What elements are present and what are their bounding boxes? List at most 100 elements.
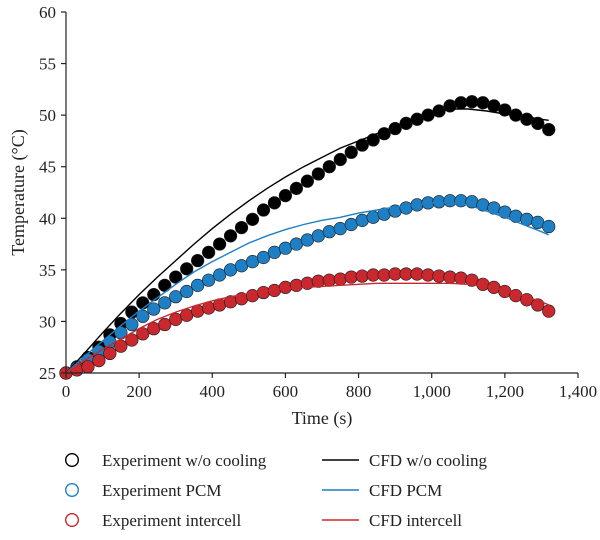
data-point [443, 270, 457, 284]
data-point [256, 203, 271, 217]
legend-label: CFD PCM [369, 481, 442, 500]
y-tick-label: 35 [39, 261, 56, 280]
data-point [421, 268, 435, 282]
y-axis-title: Temperature (°C) [8, 129, 29, 255]
data-point [322, 225, 336, 239]
data-point [311, 274, 325, 288]
data-point [213, 237, 227, 251]
legend-label: CFD w/o cooling [369, 451, 488, 470]
series-line-cfd-intercell [65, 282, 549, 374]
data-point [355, 269, 369, 283]
legend-item-experiment-pcm: Experiment PCM [64, 481, 221, 500]
x-tick-label: 600 [273, 382, 299, 401]
data-point [223, 229, 238, 243]
data-point [454, 96, 468, 110]
x-tick-label: 1,000 [413, 382, 451, 401]
legend-label: CFD intercell [369, 511, 462, 530]
data-point [191, 278, 205, 292]
data-point [81, 360, 95, 374]
data-point [245, 289, 260, 303]
data-point [278, 280, 293, 294]
y-tick-label: 50 [39, 106, 56, 125]
legend-item-experiment-intercell: Experiment intercell [64, 511, 242, 530]
legend: Experiment w/o cooling CFD w/o cooling Exp… [64, 451, 488, 530]
data-point [147, 302, 161, 316]
data-point [245, 212, 260, 226]
data-point [191, 253, 205, 268]
data-point [103, 346, 117, 361]
legend-marker-icon [64, 453, 79, 468]
series-line-cfd-pcm [65, 202, 549, 374]
data-point [136, 309, 150, 323]
data-point [158, 296, 172, 310]
x-tick-label: 1,400 [559, 382, 597, 401]
data-point [311, 167, 325, 181]
data-point [542, 122, 556, 137]
data-point [278, 188, 293, 203]
data-point [465, 95, 479, 109]
data-point [366, 210, 380, 224]
y-tick-label: 60 [39, 3, 56, 22]
data-point [213, 268, 227, 282]
legend-label: Experiment w/o cooling [102, 451, 267, 470]
legend-label: Experiment intercell [102, 511, 242, 530]
data-point [454, 271, 468, 285]
legend-item-cfd-intercell: CFD intercell [322, 511, 462, 530]
data-point [476, 96, 490, 110]
x-tick-label: 1,200 [486, 382, 524, 401]
data-point [92, 354, 106, 368]
y-tick-label: 55 [39, 55, 56, 74]
data-point [180, 284, 194, 299]
x-tick-label: 400 [200, 382, 226, 401]
series-line-cfd-w-o-cooling [65, 108, 549, 374]
data-point [300, 174, 314, 188]
data-point [125, 317, 139, 332]
y-tick-label: 45 [39, 158, 56, 177]
legend-item-cfd-w-o-cooling: CFD w/o cooling [322, 451, 488, 470]
data-point [289, 181, 304, 195]
data-point [531, 116, 545, 130]
data-point [267, 196, 282, 210]
data-point [542, 219, 556, 234]
legend-marker-icon [64, 483, 79, 498]
data-point [256, 250, 271, 265]
data-point [202, 245, 216, 259]
data-point [147, 288, 161, 302]
data-point [333, 152, 347, 167]
legend-label: Experiment PCM [102, 481, 221, 500]
data-point [432, 195, 446, 209]
x-tick-label: 200 [126, 382, 152, 401]
data-point [234, 220, 249, 235]
data-point [158, 317, 172, 332]
data-point [344, 145, 358, 159]
data-point [322, 160, 336, 174]
data-point [289, 278, 304, 292]
y-tick-label: 25 [39, 364, 56, 383]
data-point [322, 273, 336, 287]
data-point [180, 262, 194, 276]
x-tick-label: 800 [346, 382, 372, 401]
data-point [399, 201, 413, 215]
data-point [114, 339, 128, 353]
legend-marker-icon [64, 513, 79, 528]
y-tick-label: 40 [39, 209, 56, 228]
y-tick-label: 30 [39, 312, 56, 331]
data-point [476, 277, 490, 291]
data-point [509, 209, 523, 223]
data-point [520, 293, 534, 307]
data-point [377, 268, 391, 282]
data-point [202, 273, 216, 287]
data-point [344, 270, 358, 284]
data-point [169, 290, 183, 304]
legend-item-cfd-pcm: CFD PCM [322, 481, 442, 500]
data-point [410, 267, 424, 281]
data-point [333, 272, 347, 286]
legend-item-experiment-w-o-cooling: Experiment w/o cooling [64, 451, 267, 470]
x-axis-title: Time (s) [292, 408, 353, 429]
data-point [542, 304, 556, 318]
data-point [355, 213, 369, 227]
data-point [125, 333, 139, 347]
x-tick-label: 0 [62, 382, 71, 401]
